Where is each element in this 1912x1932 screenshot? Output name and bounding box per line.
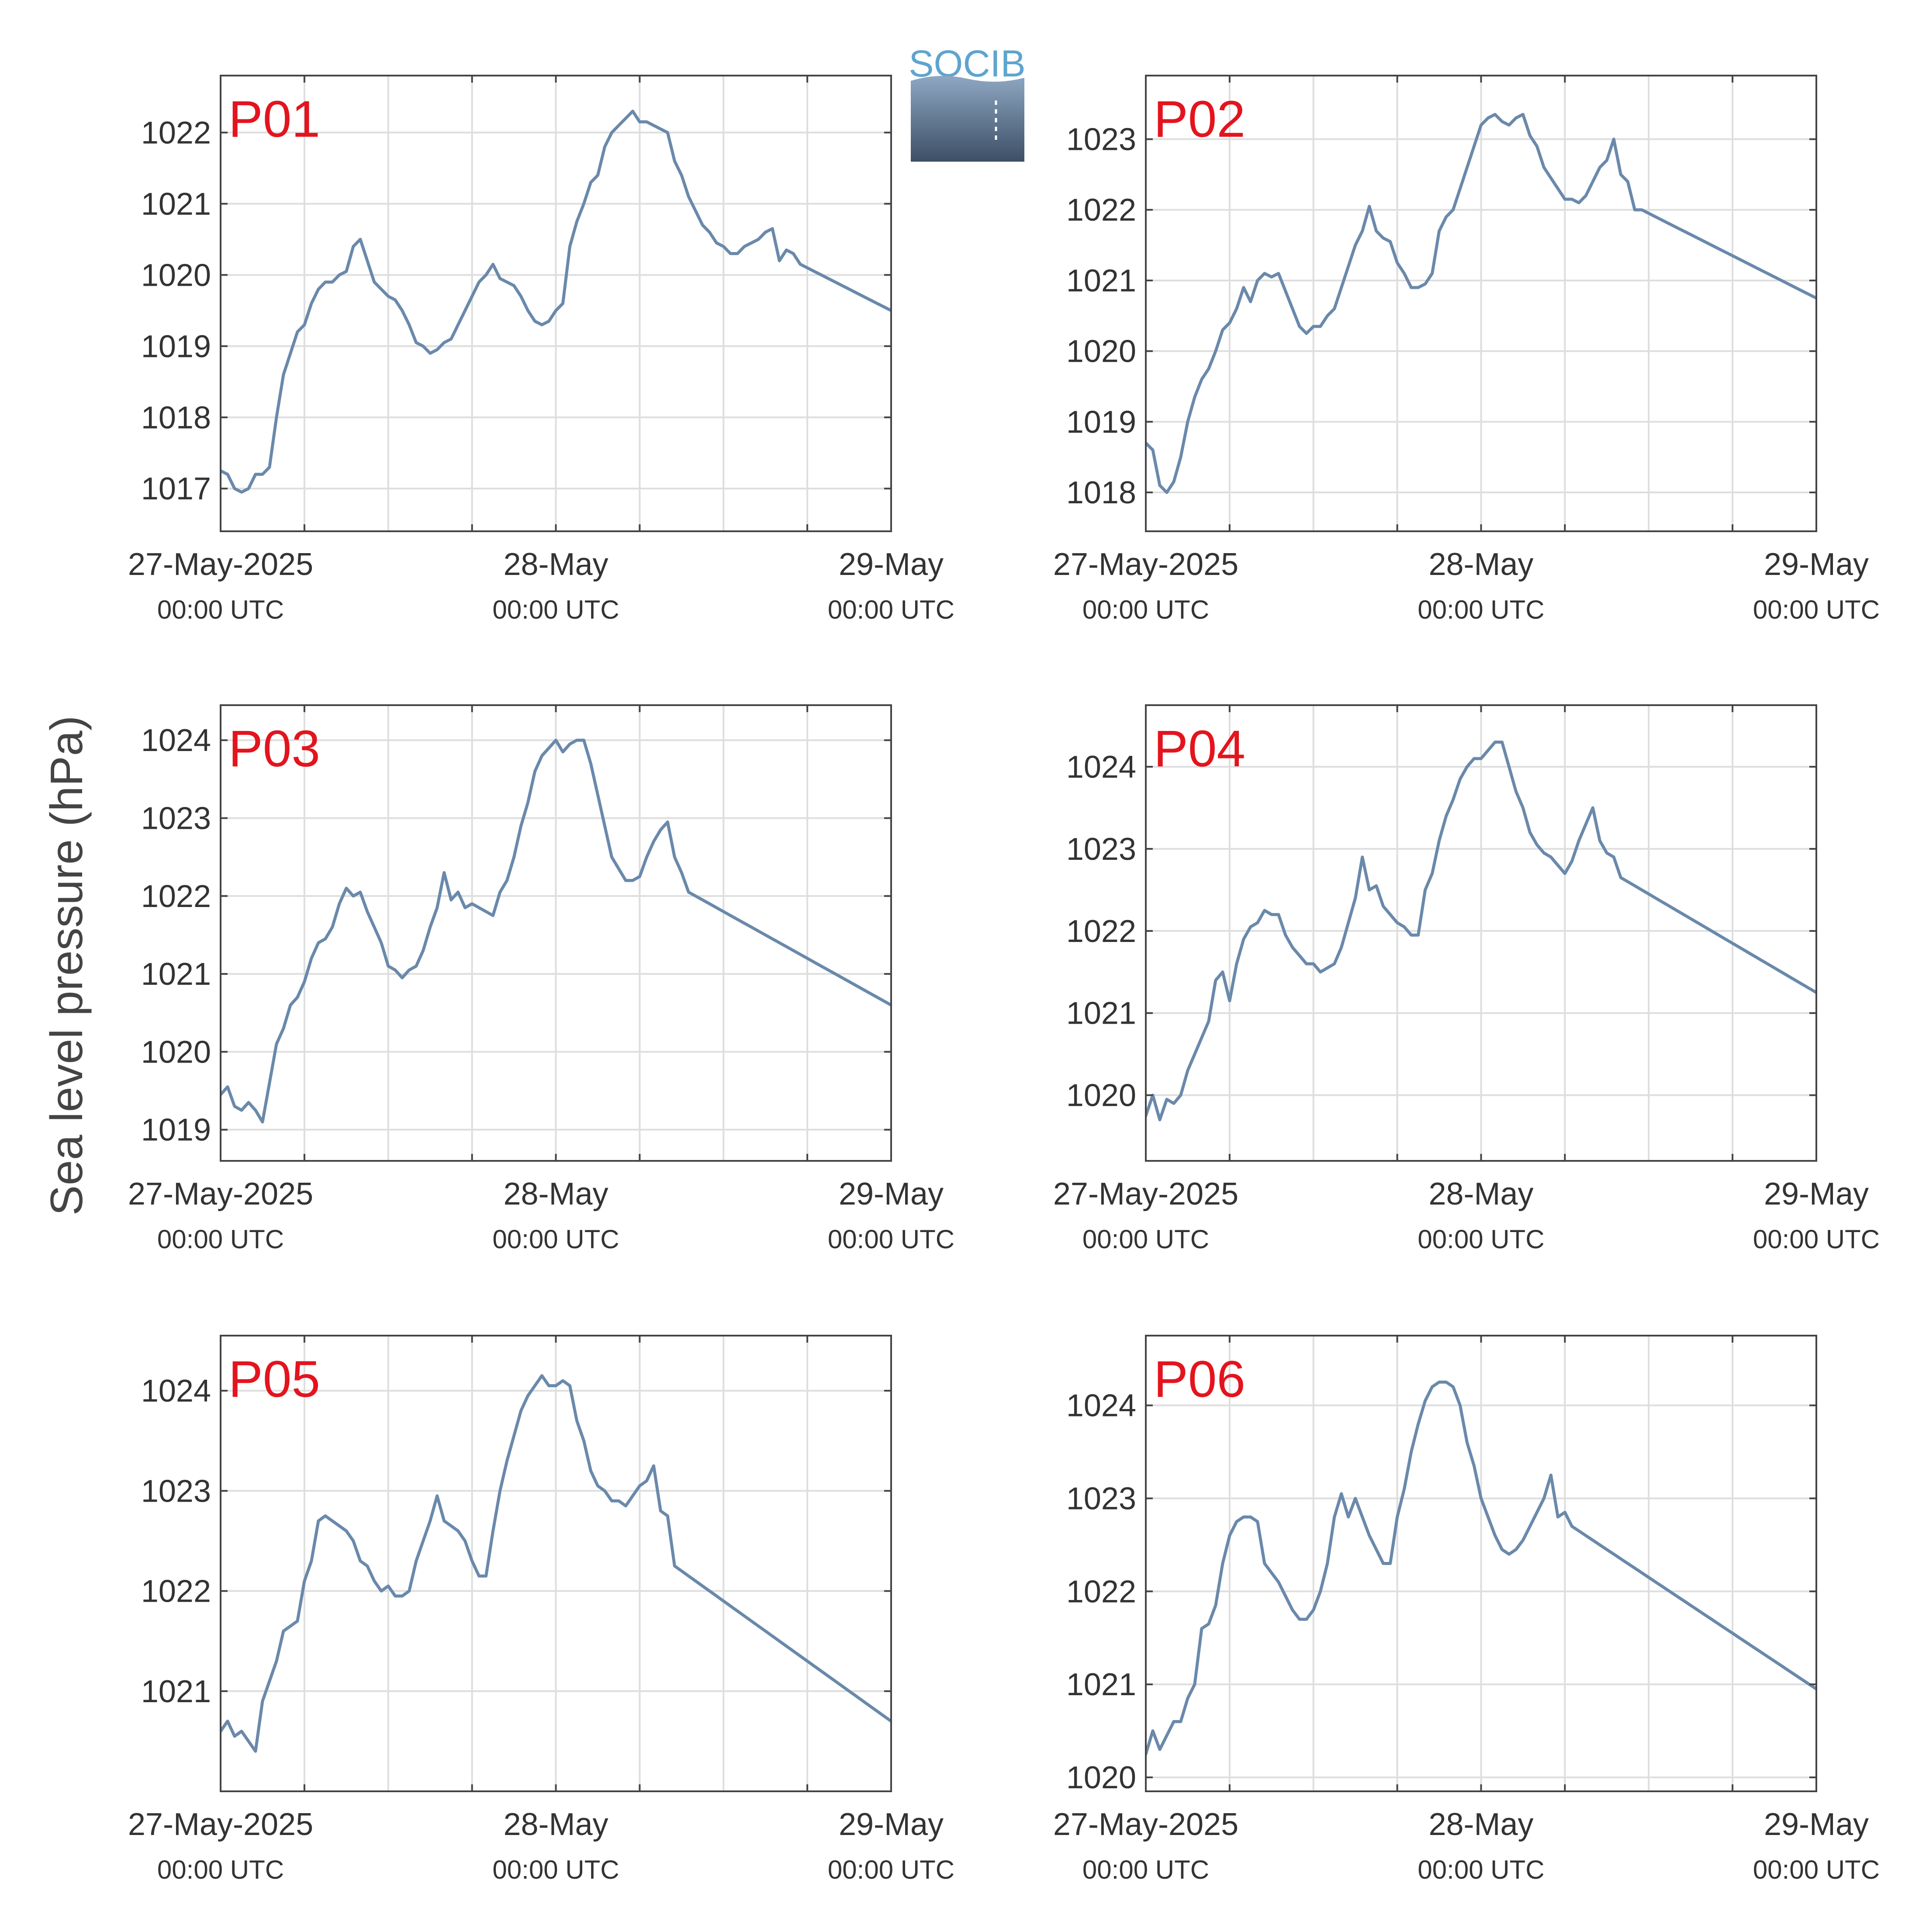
panel-p03-label: P03 <box>228 720 320 778</box>
panel-p05-ytick-label: 1022 <box>141 1574 211 1609</box>
panel-p06-label: P06 <box>1154 1350 1245 1408</box>
panel-p04-ytick-label: 1021 <box>1066 996 1136 1031</box>
panel-p06-xtick-sublabel: 00:00 UTC <box>1082 1855 1209 1884</box>
panel-p05-ytick-label: 1024 <box>141 1374 211 1409</box>
socib-logo: SOCIB <box>909 43 1026 162</box>
panel-p06-xtick-label: 29-May <box>1764 1807 1869 1842</box>
panel-p03-ytick-label: 1022 <box>141 879 211 914</box>
panel-p06-ytick-label: 1022 <box>1066 1574 1136 1609</box>
y-axis-label: Sea level pressure (hPa) <box>41 716 92 1216</box>
panel-p01-ytick-label: 1018 <box>141 400 211 435</box>
panel-p01: 1017 1018 1019 1020 1021 1022 27-May-2025 00:00… <box>128 75 954 624</box>
panel-p04-ytick-label: 1024 <box>1066 750 1136 785</box>
panel-p05-xtick-sublabel: 00:00 UTC <box>157 1855 284 1884</box>
panel-p05-xtick-label: 28-May <box>503 1807 608 1842</box>
panel-p06-xtick-label: 28-May <box>1428 1807 1533 1842</box>
panel-p05-xtick-label: 27-May-2025 <box>128 1807 313 1842</box>
panel-p03-ytick-label: 1024 <box>141 723 211 758</box>
panel-p04-xtick-label: 29-May <box>1764 1177 1869 1212</box>
panel-p01-xtick-label: 27-May-2025 <box>128 547 313 582</box>
panel-p05-ytick-label: 1021 <box>141 1674 211 1709</box>
panel-p05-label: P05 <box>228 1350 320 1408</box>
panel-p03-ytick-label: 1020 <box>141 1035 211 1070</box>
panel-p04-xtick-label: 27-May-2025 <box>1053 1177 1238 1212</box>
panel-p05-xtick-sublabel: 00:00 UTC <box>828 1855 954 1884</box>
panel-p02-ytick-label: 1019 <box>1066 405 1136 440</box>
panel-p02-series-line <box>1146 113 1816 494</box>
panel-p02-ytick-label: 1018 <box>1066 475 1136 510</box>
panel-p02-ytick-label: 1023 <box>1066 122 1136 157</box>
panel-p03-xtick-label: 27-May-2025 <box>128 1177 313 1212</box>
panel-p01-ytick-label: 1021 <box>141 187 211 222</box>
panel-p01-xtick-sublabel: 00:00 UTC <box>492 595 619 624</box>
panel-p01-series-line <box>221 110 891 494</box>
panel-p06-xtick-sublabel: 00:00 UTC <box>1418 1855 1544 1884</box>
panel-p02-ytick-label: 1020 <box>1066 334 1136 369</box>
panel-p04-xtick-sublabel: 00:00 UTC <box>1082 1225 1209 1254</box>
panel-p01-ytick-label: 1019 <box>141 329 211 364</box>
panel-p03-ytick-label: 1023 <box>141 801 211 836</box>
panel-p05: 1021 1022 1023 1024 27-May-2025 00:00 UTC 28-M… <box>128 1335 954 1884</box>
panel-p03-xtick-sublabel: 00:00 UTC <box>157 1225 284 1254</box>
panel-p05-ytick-label: 1023 <box>141 1474 211 1509</box>
panel-p01-xtick-sublabel: 00:00 UTC <box>828 595 954 624</box>
panel-p02-xtick-label: 28-May <box>1428 547 1533 582</box>
panels: 1017 1018 1019 1020 1021 1022 27-May-2025 00:00… <box>128 75 1880 1884</box>
panel-p04-ytick-label: 1022 <box>1066 914 1136 949</box>
panel-p04: 1020 1021 1022 1023 1024 27-May-2025 00:00 UTC… <box>1053 704 1880 1254</box>
panel-p04-label: P04 <box>1154 720 1245 778</box>
panel-p02-xtick-label: 29-May <box>1764 547 1869 582</box>
panel-p06: 1020 1021 1022 1023 1024 27-May-2025 00:00 UTC… <box>1053 1335 1880 1884</box>
panel-p06-xtick-label: 27-May-2025 <box>1053 1807 1238 1842</box>
panel-p06-xtick-sublabel: 00:00 UTC <box>1753 1855 1880 1884</box>
panel-p01-ytick-label: 1020 <box>141 258 211 293</box>
panel-p03-xtick-label: 29-May <box>839 1177 944 1212</box>
panel-p02-xtick-sublabel: 00:00 UTC <box>1418 595 1544 624</box>
panel-p03-ytick-label: 1019 <box>141 1113 211 1148</box>
panel-p06-ytick-label: 1021 <box>1066 1667 1136 1702</box>
panel-p04-ytick-label: 1023 <box>1066 832 1136 867</box>
panel-p02-ytick-label: 1021 <box>1066 263 1136 298</box>
panel-p03-xtick-sublabel: 00:00 UTC <box>492 1225 619 1254</box>
panel-p03-xtick-sublabel: 00:00 UTC <box>828 1225 954 1254</box>
panel-p01-ytick-label: 1017 <box>141 471 211 506</box>
panel-p06-ytick-label: 1020 <box>1066 1760 1136 1795</box>
panel-p03-xtick-label: 28-May <box>503 1177 608 1212</box>
panel-p01-xtick-label: 28-May <box>503 547 608 582</box>
panel-p04-xtick-sublabel: 00:00 UTC <box>1753 1225 1880 1254</box>
panel-p02-xtick-sublabel: 00:00 UTC <box>1753 595 1880 624</box>
panel-p05-series-line <box>221 1374 891 1753</box>
panel-p03-ytick-label: 1021 <box>141 957 211 992</box>
panel-p04-ytick-label: 1020 <box>1066 1078 1136 1113</box>
panel-p03: 1019 1020 1021 1022 1023 1024 27-May-2025 00:00… <box>128 704 954 1254</box>
panel-p05-xtick-sublabel: 00:00 UTC <box>492 1855 619 1884</box>
panel-p05-xtick-label: 29-May <box>839 1807 944 1842</box>
panel-p02-xtick-label: 27-May-2025 <box>1053 547 1238 582</box>
panel-p01-xtick-label: 29-May <box>839 547 944 582</box>
panel-p01-ytick-label: 1022 <box>141 115 211 150</box>
panel-p03-series-line <box>221 738 891 1124</box>
socib-logo-wave <box>911 76 1024 162</box>
panel-p04-xtick-sublabel: 00:00 UTC <box>1418 1225 1544 1254</box>
panel-p02-ytick-label: 1022 <box>1066 193 1136 228</box>
panel-p02-xtick-sublabel: 00:00 UTC <box>1082 595 1209 624</box>
panel-p01-xtick-sublabel: 00:00 UTC <box>157 595 284 624</box>
panel-p04-xtick-label: 28-May <box>1428 1177 1533 1212</box>
panel-p06-series-line <box>1146 1380 1816 1756</box>
panel-p02-label: P02 <box>1154 90 1245 148</box>
panel-p04-series-line <box>1146 741 1816 1122</box>
panel-p01-label: P01 <box>228 90 320 148</box>
panel-p06-ytick-label: 1023 <box>1066 1482 1136 1517</box>
panel-p02: 1018 1019 1020 1021 1022 1023 27-May-2025 00:00… <box>1053 75 1880 624</box>
panel-p06-ytick-label: 1024 <box>1066 1388 1136 1423</box>
